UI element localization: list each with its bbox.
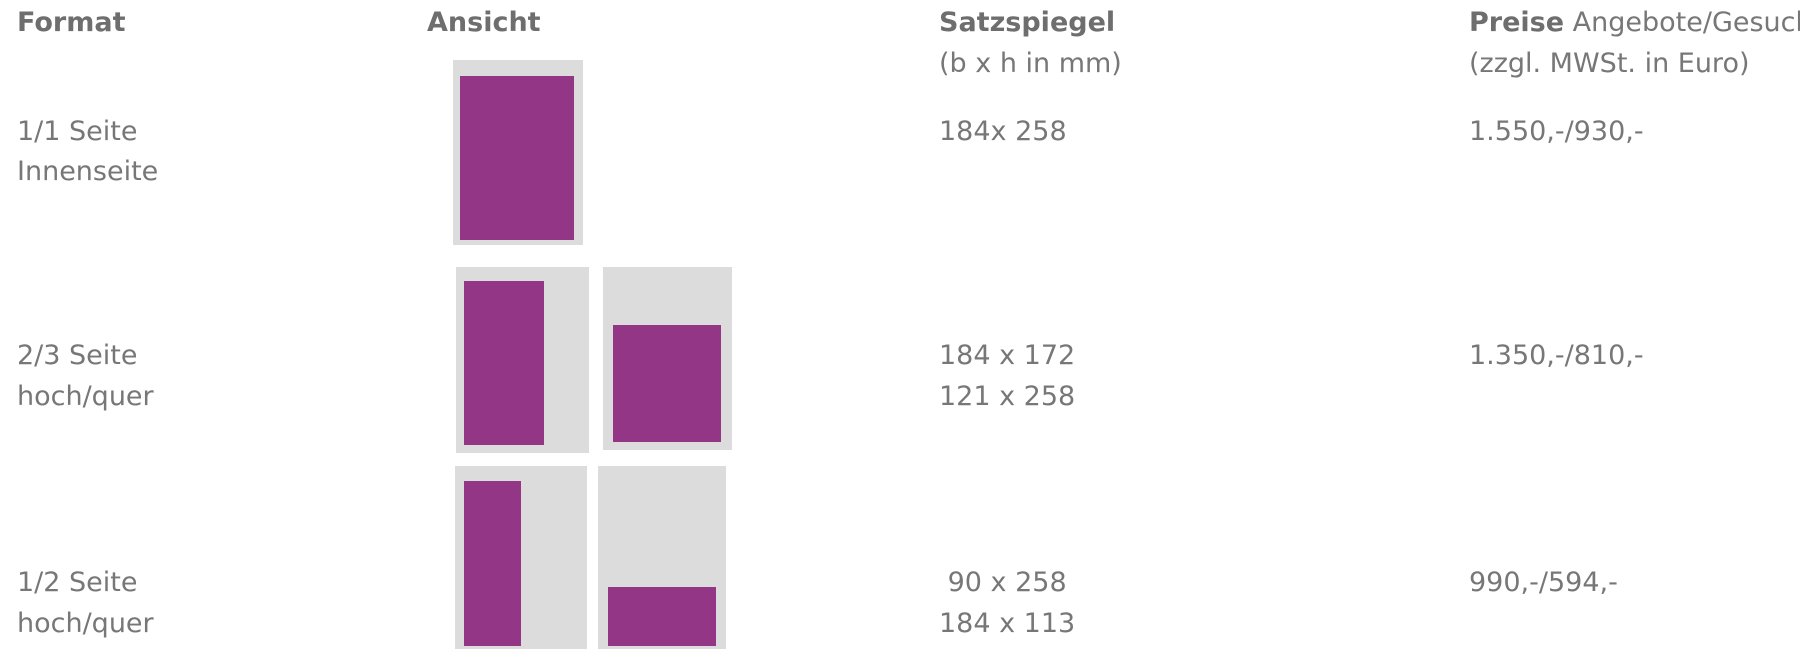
size: 184x 258 [939,116,1067,147]
format: hoch/quer [17,608,154,639]
header-view: Ansicht [427,7,541,38]
ad-area [608,587,716,646]
size: 90 x 258 [939,567,1067,598]
format: hoch/quer [17,381,154,412]
header-price-title: Preise [1469,7,1565,38]
size: 121 x 258 [939,381,1076,412]
header-format: Format [17,7,126,38]
format: Innenseite [17,156,159,187]
header-price-sub: (zzgl. MWSt. in Euro) [1469,48,1750,79]
ad-area [460,76,574,240]
header-size: Satzspiegel [939,7,1116,38]
ad-area [464,281,544,445]
size: 184 x 172 [939,340,1076,371]
ad-area [464,481,521,646]
size: 184 x 113 [939,608,1076,639]
header-price: Preise Angebote/Gesuch [1469,3,1800,43]
format: 1/2 Seite [17,567,138,598]
format: 1/1 Seite [17,116,138,147]
format: 2/3 Seite [17,340,138,371]
ad-area [613,325,721,442]
header-price-rest: Angebote/Gesuch [1572,7,1800,38]
header-size-sub: (b x h in mm) [939,48,1122,79]
price: 1.550,-/930,- [1469,116,1644,147]
price: 990,-/594,- [1469,567,1618,598]
price: 1.350,-/810,- [1469,340,1644,371]
